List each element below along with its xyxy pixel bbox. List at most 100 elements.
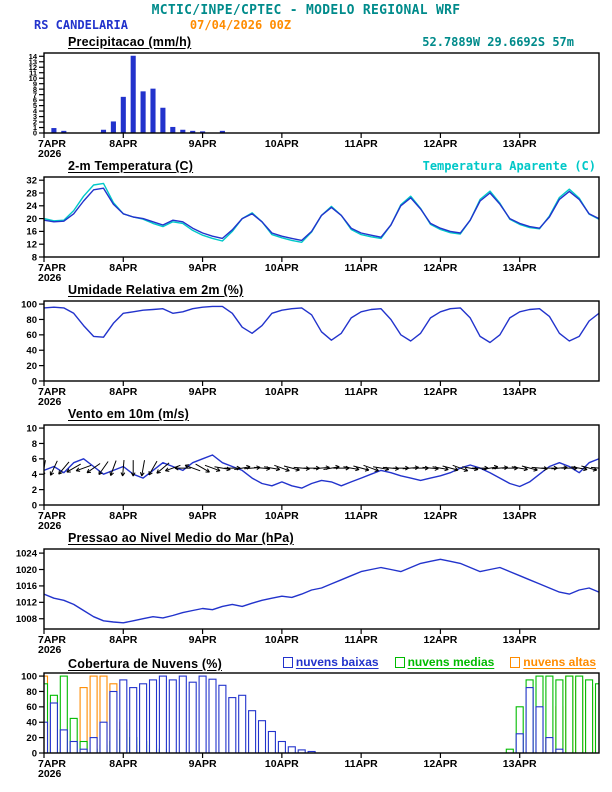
svg-text:9APR: 9APR: [189, 262, 217, 274]
svg-text:2026: 2026: [38, 644, 62, 655]
svg-text:20: 20: [26, 214, 37, 225]
svg-text:1016: 1016: [16, 581, 37, 592]
svg-text:2026: 2026: [38, 272, 62, 283]
svg-text:60: 60: [26, 702, 37, 713]
svg-text:10APR: 10APR: [265, 138, 299, 150]
svg-text:8APR: 8APR: [109, 510, 137, 522]
svg-text:10APR: 10APR: [265, 386, 299, 398]
svg-text:20: 20: [26, 733, 37, 744]
svg-text:9: 9: [33, 79, 37, 88]
svg-text:11: 11: [29, 68, 37, 77]
low-clouds-swatch: [282, 656, 293, 668]
svg-text:100: 100: [21, 671, 37, 682]
low-clouds-label: nuvens baixas: [295, 655, 379, 669]
svg-text:13APR: 13APR: [503, 634, 537, 646]
svg-text:12APR: 12APR: [423, 386, 457, 398]
svg-text:12: 12: [29, 63, 37, 72]
legend-nuvens-baixas: nuvens baixas: [282, 655, 379, 669]
svg-text:2: 2: [32, 485, 37, 496]
high-clouds-swatch: [510, 656, 521, 668]
svg-text:7APR: 7APR: [38, 138, 66, 150]
svg-text:1008: 1008: [16, 614, 37, 625]
panel-temperature: 2-m Temperatura (C) Temperatura Aparente…: [0, 159, 612, 283]
svg-text:7: 7: [33, 90, 37, 99]
pressure-title: Pressao ao Nivel Medio do Mar (hPa): [68, 531, 294, 545]
temperature-header: 2-m Temperatura (C) Temperatura Aparente…: [0, 159, 612, 175]
wind-header: Vento em 10m (m/s): [0, 407, 612, 423]
svg-text:1024: 1024: [16, 548, 38, 559]
svg-text:8: 8: [32, 439, 37, 450]
svg-text:11APR: 11APR: [345, 386, 379, 398]
svg-text:10APR: 10APR: [265, 634, 299, 646]
page-title: MCTIC/INPE/CPTEC - MODELO REGIONAL WRF: [151, 3, 461, 18]
svg-text:7APR: 7APR: [38, 262, 66, 274]
apparent-temperature-label: Temperatura Aparente (C): [422, 159, 596, 173]
run-datetime: 07/04/2026 00Z: [189, 18, 292, 32]
svg-text:8: 8: [33, 85, 37, 94]
svg-text:11APR: 11APR: [345, 510, 379, 522]
wind-title: Vento em 10m (m/s): [68, 407, 190, 421]
temperature-title: 2-m Temperatura (C): [68, 159, 194, 173]
svg-text:10APR: 10APR: [265, 758, 299, 770]
svg-text:5: 5: [33, 101, 37, 110]
pressure-header: Pressao ao Nivel Medio do Mar (hPa): [0, 531, 612, 547]
svg-text:12APR: 12APR: [423, 634, 457, 646]
svg-text:8APR: 8APR: [109, 262, 137, 274]
svg-text:1020: 1020: [16, 565, 37, 576]
svg-text:14: 14: [29, 52, 38, 61]
svg-text:12APR: 12APR: [423, 138, 457, 150]
svg-text:0: 0: [32, 500, 37, 511]
svg-text:24: 24: [26, 201, 37, 212]
run-info-row: RS CANDELARIA 07/04/2026 00Z: [0, 18, 612, 35]
svg-text:8APR: 8APR: [109, 138, 137, 150]
svg-text:2026: 2026: [38, 148, 62, 159]
svg-text:16: 16: [26, 227, 37, 238]
svg-text:10: 10: [26, 423, 37, 434]
clouds-title: Cobertura de Nuvens (%): [68, 656, 222, 671]
clouds-header: Cobertura de Nuvens (%) nuvens baixas nu…: [0, 655, 612, 671]
svg-text:4: 4: [32, 470, 38, 481]
mid-clouds-swatch: [394, 656, 405, 668]
svg-text:9APR: 9APR: [189, 758, 217, 770]
svg-text:2026: 2026: [38, 396, 62, 407]
svg-text:1: 1: [33, 123, 37, 132]
legend-nuvens-altas: nuvens altas: [510, 655, 596, 669]
svg-text:7APR: 7APR: [38, 758, 66, 770]
station-name: RS CANDELARIA: [34, 18, 128, 32]
svg-text:0: 0: [32, 748, 37, 759]
svg-text:6: 6: [33, 96, 37, 105]
svg-text:0: 0: [32, 376, 37, 387]
svg-text:7APR: 7APR: [38, 510, 66, 522]
svg-text:2026: 2026: [38, 768, 62, 779]
legend-nuvens-medias: nuvens medias: [394, 655, 494, 669]
svg-text:10APR: 10APR: [265, 262, 299, 274]
svg-text:13APR: 13APR: [503, 510, 537, 522]
humidity-title: Umidade Relativa em 2m (%): [68, 283, 244, 297]
svg-text:12APR: 12APR: [423, 758, 457, 770]
precipitation-header: Precipitacao (mm/h) 52.7889W 29.6692S 57…: [0, 35, 612, 51]
svg-text:8: 8: [32, 252, 37, 263]
svg-text:8APR: 8APR: [109, 758, 137, 770]
clouds-legend: nuvens baixas nuvens medias nuvens altas: [267, 655, 596, 669]
panel-precipitation: Precipitacao (mm/h) 52.7889W 29.6692S 57…: [0, 35, 612, 159]
svg-text:8APR: 8APR: [109, 634, 137, 646]
svg-text:13APR: 13APR: [503, 138, 537, 150]
svg-text:11APR: 11APR: [345, 758, 379, 770]
svg-text:100: 100: [21, 299, 37, 310]
svg-text:28: 28: [26, 188, 37, 199]
svg-text:6: 6: [32, 454, 37, 465]
high-clouds-label: nuvens altas: [523, 655, 596, 669]
svg-text:20: 20: [26, 361, 37, 372]
panel-pressure: Pressao ao Nivel Medio do Mar (hPa) 1008…: [0, 531, 612, 655]
svg-text:40: 40: [26, 718, 37, 729]
panel-wind: Vento em 10m (m/s) 0 2 4 6 8 10 7APR 2026 8APR 9A…: [0, 407, 612, 531]
svg-text:7APR: 7APR: [38, 634, 66, 646]
svg-text:1012: 1012: [16, 598, 37, 609]
panel-clouds: Cobertura de Nuvens (%) nuvens baixas nu…: [0, 655, 612, 779]
svg-text:3: 3: [33, 112, 37, 121]
